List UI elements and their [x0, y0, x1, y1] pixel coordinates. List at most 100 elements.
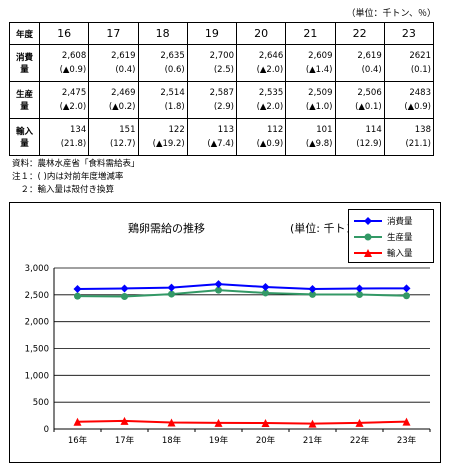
cell-value: 2,619	[111, 51, 136, 61]
data-point	[356, 291, 363, 299]
cell-rate: (▲7.4)	[207, 139, 234, 149]
series-line	[77, 283, 407, 291]
data-point	[309, 290, 316, 298]
note-1: 注１：( )内は対前年度増減率	[12, 172, 124, 182]
table-row-import: 輸入量 134 (21.8) 151 (12.7) 122 (▲19.2) 113 (▲…	[9, 118, 435, 156]
data-point	[261, 282, 270, 291]
y-tick-label: 3,000	[25, 264, 49, 274]
unit-note: （単位：千トン、％）	[346, 9, 436, 19]
data-point	[402, 417, 411, 426]
table-cell: 114 (12.9)	[334, 118, 385, 156]
data-point	[214, 418, 223, 427]
table-corner-header: 年度	[9, 22, 40, 45]
table-cell: 2,700 (2.5)	[186, 44, 238, 82]
y-tick-label: 500	[33, 398, 49, 408]
year-header: 18	[137, 22, 188, 45]
cell-value: 2,509	[308, 88, 333, 98]
year-header: 23	[383, 22, 435, 45]
cell-rate: (▲0.9)	[404, 102, 431, 112]
table-cell: 2,475 (▲2.0)	[38, 81, 90, 119]
cell-value: 2,646	[258, 51, 284, 61]
cell-rate: (▲2.0)	[59, 102, 87, 112]
note-source: 資料：農林水産省「食料需給表」	[12, 159, 140, 169]
data-point	[74, 292, 81, 300]
chart-plot: 0 500 1,000 1,500 2,000 2,500 3,000 16年 17年 18年 19…	[25, 264, 431, 446]
legend-triangle-icon	[354, 249, 382, 257]
data-point	[355, 418, 364, 427]
notes: 資料：農林水産省「食料需給表」 注１：( )内は対前年度増減率 ２：輸入量は殻付…	[12, 158, 140, 197]
data-point	[73, 285, 82, 294]
year-header: 22	[334, 22, 385, 45]
cell-value: 112	[267, 125, 284, 135]
table-cell: 2621 (0.1)	[383, 44, 435, 82]
data-point	[120, 284, 129, 293]
table-cell: 112 (▲0.9)	[235, 118, 287, 156]
data-point	[261, 418, 270, 427]
y-tick-label: 1,000	[25, 371, 49, 381]
data-point	[167, 418, 176, 427]
cell-value: 2,608	[61, 51, 87, 61]
cell-value: 2483	[409, 88, 431, 98]
legend-diamond-icon	[354, 217, 382, 225]
table-cell: 2,619 (0.4)	[334, 44, 385, 82]
cell-rate: (▲1.4)	[305, 65, 333, 75]
chart-title: 鶏卵需給の推移	[128, 222, 205, 235]
cell-value: 151	[119, 125, 136, 135]
row-label: 輸入量	[9, 118, 40, 156]
y-tick-label: 0	[44, 425, 49, 435]
x-tick-label: 17年	[115, 435, 135, 446]
legend-label: 輸入量	[387, 249, 413, 259]
cell-rate: (1.8)	[164, 102, 185, 112]
x-tick-label: 21年	[303, 435, 323, 446]
cell-value: 113	[217, 125, 234, 135]
cell-rate: (12.7)	[109, 139, 136, 149]
cell-value: 2621	[409, 51, 431, 61]
table-cell: 2,619 (0.4)	[88, 44, 139, 82]
data-point	[403, 292, 410, 300]
x-tick-label: 23年	[397, 435, 417, 446]
table-cell: 2,506 (▲0.1)	[334, 81, 385, 119]
cell-rate: (▲0.1)	[355, 102, 382, 112]
cell-rate: (0.1)	[410, 65, 431, 75]
cell-value: 101	[316, 125, 333, 135]
cell-rate: (12.9)	[356, 139, 382, 149]
data-point	[167, 283, 176, 292]
row-label: 生産量	[9, 81, 40, 119]
x-tick-label: 16年	[68, 435, 88, 446]
cell-rate: (2.5)	[213, 65, 234, 75]
cell-value: 2,514	[160, 88, 185, 98]
cell-rate: (▲19.2)	[152, 139, 185, 149]
x-tick-label: 18年	[162, 435, 182, 446]
year-header: 19	[186, 22, 238, 45]
table-cell: 101 (▲9.8)	[285, 118, 336, 156]
year-header: 16	[38, 22, 90, 45]
data-point	[262, 289, 269, 297]
series-line	[77, 419, 407, 425]
data-point	[214, 280, 223, 289]
year-header: 17	[88, 22, 139, 45]
series-line	[77, 289, 407, 298]
cell-rate: (▲0.9)	[59, 65, 87, 75]
data-point	[355, 284, 364, 293]
cell-value: 2,535	[258, 88, 284, 98]
table-cell: 134 (21.8)	[38, 118, 90, 156]
table-cell: 2,469 (▲0.2)	[88, 81, 139, 119]
cell-rate: (2.9)	[213, 102, 234, 112]
cell-value: 114	[365, 125, 382, 135]
legend-label: 生産量	[387, 233, 413, 243]
chart-legend: 消費量 生産量 輸入量	[348, 209, 434, 263]
legend-circle-icon	[354, 233, 382, 241]
data-point	[402, 284, 411, 293]
cell-rate: (▲1.0)	[305, 102, 333, 112]
table-cell: 2,587 (2.9)	[186, 81, 238, 119]
supply-table: 年度 16 17 18 19 20 21 22 23 消費量 2,608 (▲0.…	[9, 22, 435, 156]
cell-rate: (0.6)	[164, 65, 185, 75]
x-tick-label: 19年	[209, 435, 229, 446]
cell-rate: (0.4)	[115, 65, 136, 75]
note-2: ２：輸入量は殻付き換算	[12, 185, 115, 195]
cell-rate: (▲0.9)	[256, 139, 284, 149]
y-tick-label: 2,000	[25, 318, 49, 328]
y-tick-label: 1,500	[25, 345, 49, 355]
year-header: 20	[235, 22, 287, 45]
legend-item-production: 生産量	[353, 230, 433, 244]
